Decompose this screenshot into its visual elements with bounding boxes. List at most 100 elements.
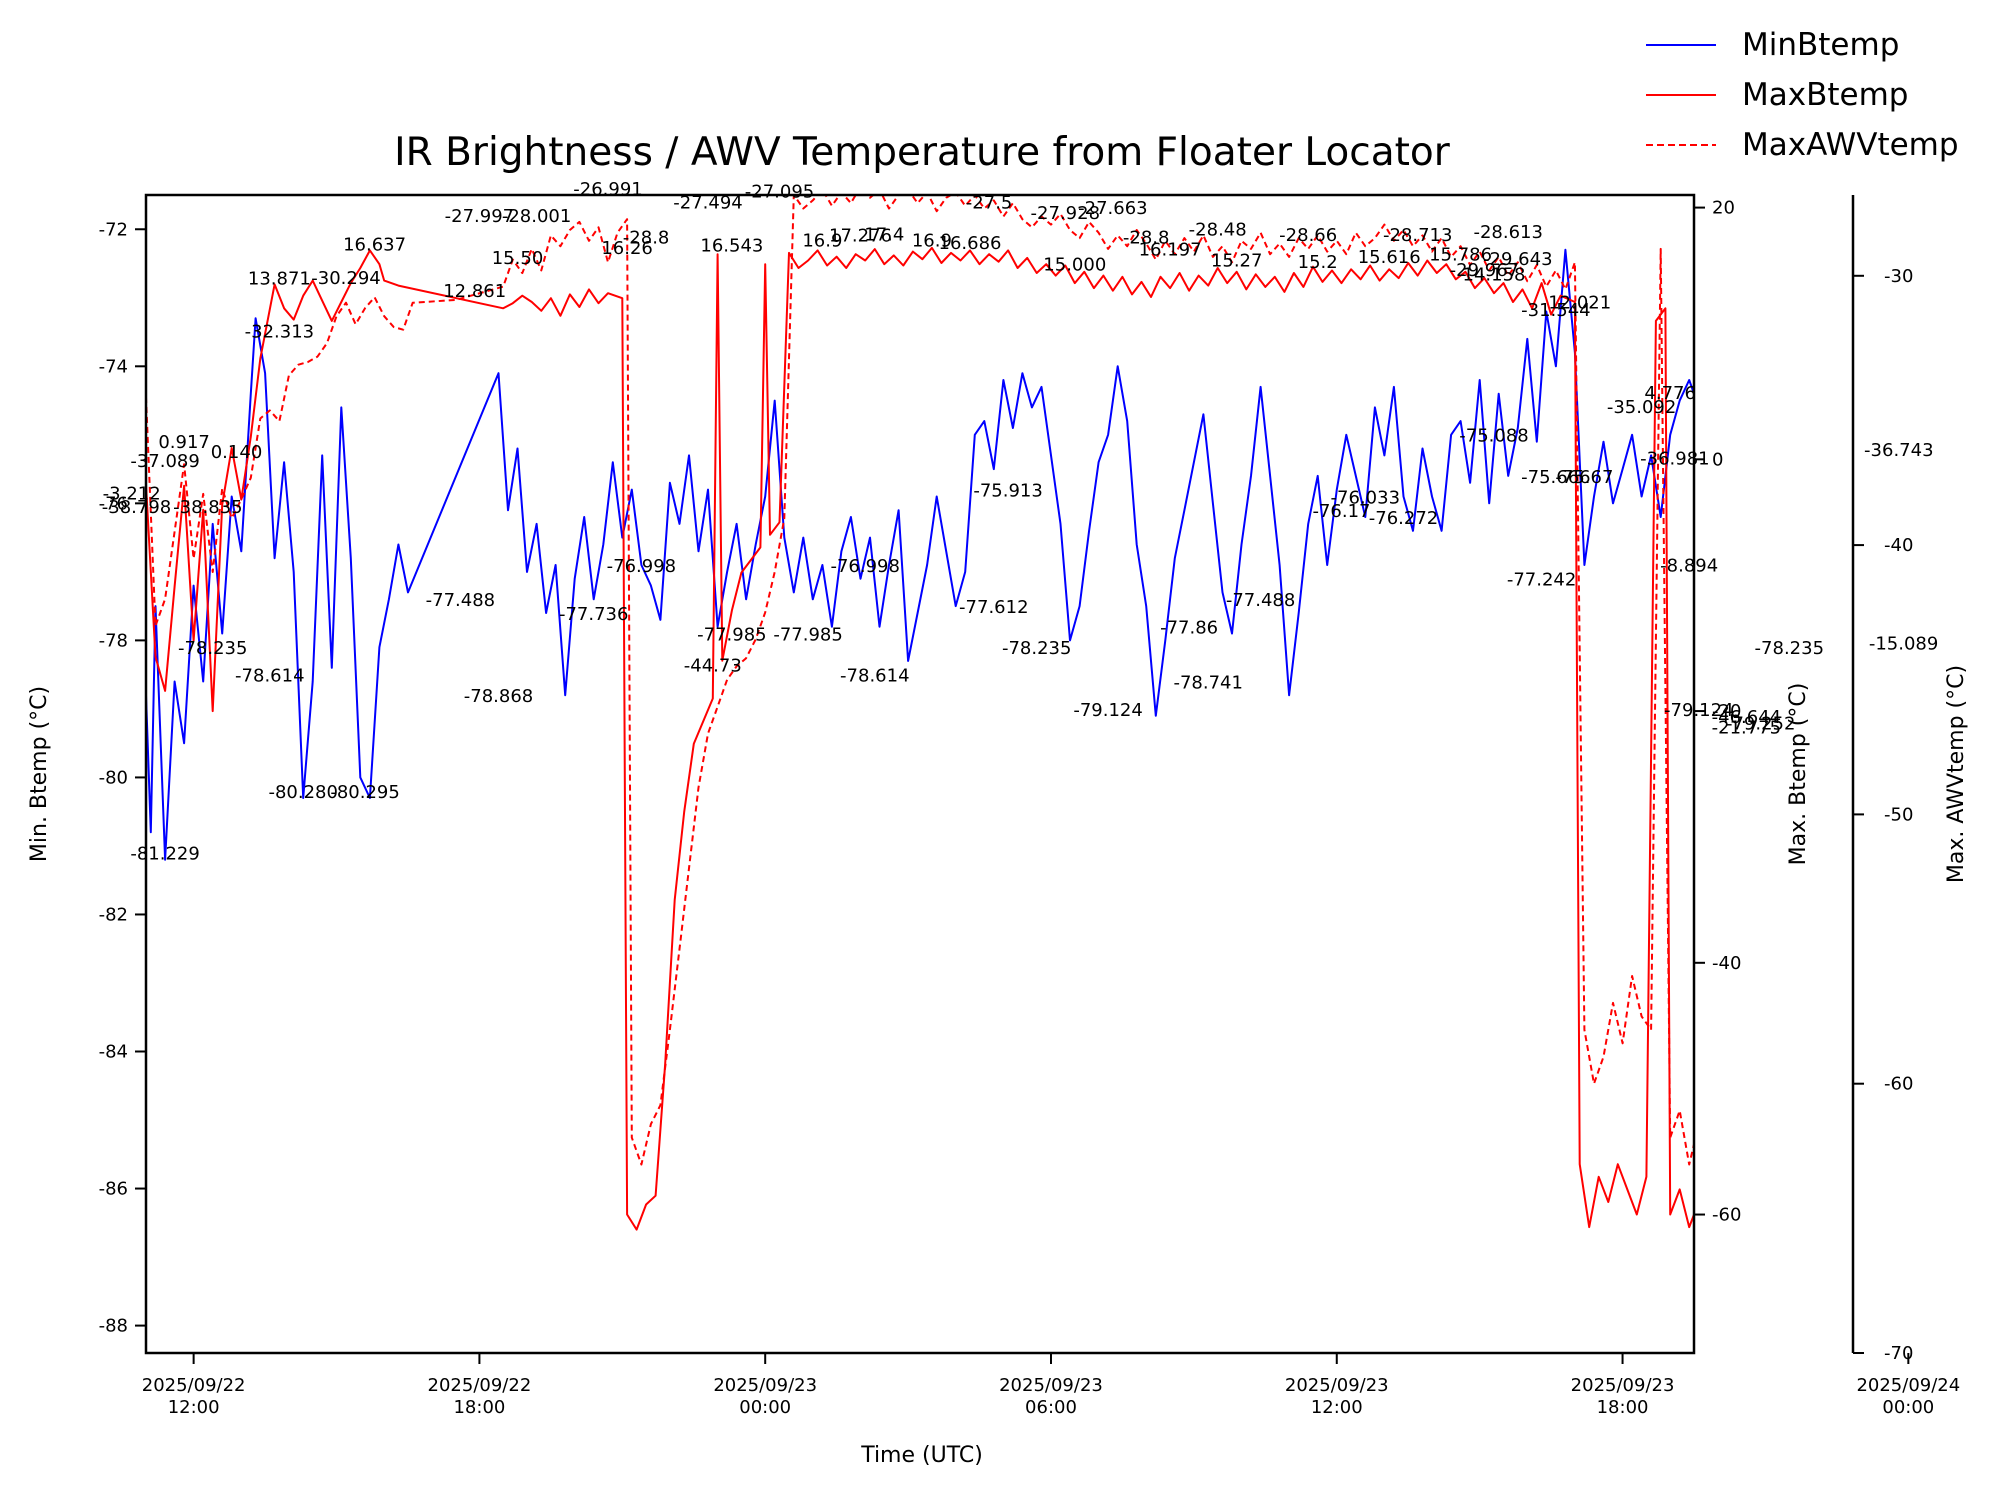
- data-label: -77.612: [959, 597, 1028, 618]
- series-line-maxbtemp: [146, 246, 1694, 1231]
- legend-label-maxawvtemp: MaxAWVtemp: [1742, 127, 1959, 163]
- legend-entry-maxawvtemp: MaxAWVtemp: [1646, 127, 1959, 163]
- data-label: -78.235: [1755, 638, 1824, 659]
- data-label: -77.488: [1226, 590, 1295, 611]
- data-label: -38.798: [102, 497, 171, 518]
- x-tick-label-date: 2025/09/23: [713, 1375, 817, 1396]
- y-axis-right1: 20 0 -20 -40 -60: [1694, 198, 1741, 1226]
- legend-label-maxbtemp: MaxBtemp: [1742, 77, 1908, 113]
- data-label: 16.637: [343, 234, 406, 255]
- data-label: -78.235: [1002, 638, 1071, 659]
- data-label: -26.991: [573, 179, 642, 200]
- data-label: -27.095: [745, 182, 814, 203]
- y-left-tick-label: -72: [99, 219, 128, 240]
- legend: MinBtemp MaxBtemp MaxAWVtemp: [1646, 27, 1959, 163]
- data-label: -28.8: [1123, 228, 1170, 249]
- data-label: -75.913: [973, 481, 1042, 502]
- y-right2-tick-label: -60: [1884, 1074, 1913, 1095]
- data-label: -27.5: [966, 193, 1013, 214]
- data-label: -76.272: [1369, 508, 1438, 529]
- y-axis-left: -72 -74 -76 -78 -80 -82 -84 -86 -88: [99, 219, 146, 1337]
- x-tick-label-time: 18:00: [453, 1397, 505, 1418]
- legend-entry-minbtemp: MinBtemp: [1646, 27, 1899, 63]
- data-label: -79.252: [1726, 714, 1795, 735]
- data-label: -30.294: [311, 268, 380, 289]
- y-left-tick-label: -84: [99, 1042, 128, 1063]
- data-label: -8.894: [1660, 555, 1718, 576]
- data-label: 12.861: [443, 281, 506, 302]
- y-left-tick-label: -78: [99, 630, 128, 651]
- data-label: 16.543: [700, 236, 763, 257]
- data-label: -75.67: [1555, 467, 1613, 488]
- x-tick-label-time: 06:00: [1025, 1397, 1077, 1418]
- y-right1-tick-label: 0: [1712, 449, 1723, 470]
- data-label: -76.033: [1331, 487, 1400, 508]
- data-label: 4.776: [1644, 383, 1696, 404]
- data-label: -76.998: [607, 556, 676, 577]
- data-label: -46.644: [1712, 707, 1781, 728]
- x-tick-label-date: 2025/09/22: [428, 1375, 532, 1396]
- data-label: -80.295: [330, 782, 399, 803]
- data-label: -76.998: [830, 556, 899, 577]
- y-right1-tick-label: -60: [1712, 1205, 1741, 1226]
- y-left-tick-label: -74: [99, 356, 128, 377]
- x-tick-label-time: 18:00: [1597, 1397, 1649, 1418]
- plot-frame: [144, 193, 1696, 1355]
- x-axis-label: Time (UTC): [860, 1443, 983, 1468]
- data-label: 15.50: [492, 248, 544, 269]
- data-label: 16.9: [912, 231, 952, 252]
- data-label: 15.000: [1043, 255, 1106, 276]
- data-label: 16.197: [1139, 239, 1202, 260]
- x-tick-label-time: 12:00: [1311, 1397, 1363, 1418]
- data-label: 15.2: [1298, 252, 1338, 273]
- data-label: -28.66: [1279, 225, 1337, 246]
- x-tick-label-date: 2025/09/24: [1856, 1375, 1960, 1396]
- data-label: -29.967: [1450, 260, 1519, 281]
- legend-label-minbtemp: MinBtemp: [1742, 27, 1899, 63]
- data-label: 16.686: [939, 233, 1002, 254]
- series-line-maxawvtemp: [146, 195, 1694, 1166]
- data-label: -28.8: [623, 228, 670, 249]
- data-label: -75.088: [1459, 426, 1528, 447]
- data-label: -81.229: [130, 844, 199, 865]
- y-left-tick-label: -76: [99, 493, 128, 514]
- y-right2-tick-label: -30: [1884, 266, 1913, 287]
- x-tick-label-date: 2025/09/22: [142, 1375, 246, 1396]
- y-right2-tick-label: -40: [1884, 535, 1913, 556]
- series-line-minbtemp: [146, 248, 1694, 861]
- data-label: -36.981: [1640, 448, 1709, 469]
- data-label: 17.276: [829, 226, 892, 247]
- y-axis-left-label: Min. Btemp (°C): [27, 686, 52, 862]
- data-label: -77.242: [1507, 570, 1576, 591]
- y-left-tick-label: -80: [99, 767, 128, 788]
- data-label: -27.494: [673, 193, 742, 214]
- chart-title: IR Brightness / AWV Temperature from Flo…: [394, 130, 1451, 175]
- data-label: -29.643: [1483, 249, 1552, 270]
- y-right2-tick-label: -50: [1884, 804, 1913, 825]
- data-label: -78.741: [1173, 672, 1242, 693]
- data-label: -78.614: [840, 666, 909, 687]
- y-left-tick-label: -86: [99, 1179, 128, 1200]
- data-label: -76.17: [1312, 501, 1370, 522]
- data-label: 13.871: [248, 268, 311, 289]
- data-label: -78.868: [464, 686, 533, 707]
- data-label: -78.614: [235, 666, 304, 687]
- data-label: -77.736: [559, 604, 628, 625]
- data-label: -28.48: [1189, 219, 1247, 240]
- y-right1-tick-label: -20: [1712, 701, 1741, 722]
- y-axis-right2-label: Max. AWVtemp (°C): [1944, 665, 1969, 883]
- data-label: -77.985: [697, 624, 766, 645]
- y-axis-right1-label: Max. Btemp (°C): [1786, 683, 1811, 866]
- data-label: -27.997: [445, 206, 514, 227]
- data-label: -77.488: [426, 590, 495, 611]
- data-label: -77.86: [1160, 618, 1218, 639]
- data-label: 15.616: [1358, 247, 1421, 268]
- data-label: 15.786: [1429, 245, 1492, 266]
- data-label: 16.26: [601, 238, 653, 259]
- data-label: -80.280: [268, 782, 337, 803]
- data-label: -79.124: [1073, 700, 1142, 721]
- data-label: 15.27: [1211, 251, 1263, 272]
- y-right1-tick-label: -40: [1712, 953, 1741, 974]
